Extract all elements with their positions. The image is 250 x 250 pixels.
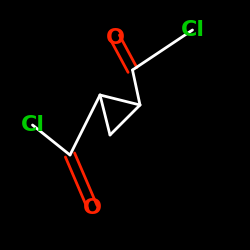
Text: Cl: Cl — [20, 115, 44, 135]
Text: Cl: Cl — [180, 20, 204, 40]
Text: O: O — [83, 198, 102, 218]
Text: O: O — [106, 28, 124, 48]
